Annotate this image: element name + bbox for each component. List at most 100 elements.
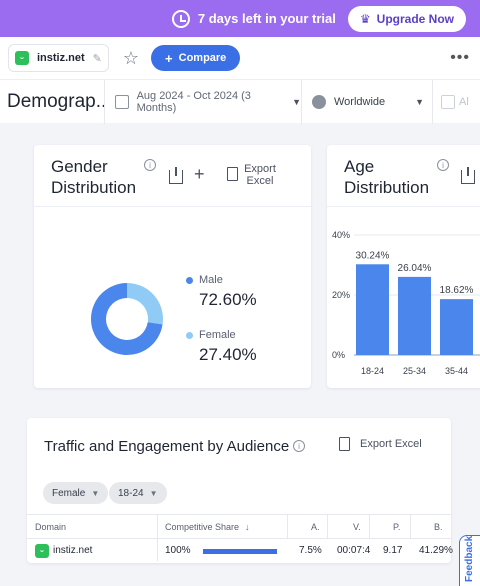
feedback-label: Feedback [464, 535, 475, 582]
site-chip[interactable]: ᵕ instiz.net ✎ [8, 44, 109, 72]
caret-down-icon: ▼ [149, 488, 158, 498]
y-tick-label: 40% [332, 230, 350, 240]
export-label-line2: Excel [246, 175, 274, 187]
female-slice [127, 283, 163, 325]
row-share: 100% [165, 545, 191, 556]
divider [104, 79, 105, 124]
share-bar-fill [203, 549, 277, 554]
caret-down-icon: ▼ [91, 488, 100, 498]
bar-value-label: 30.24% [356, 250, 390, 261]
caret-down-icon: ▼ [415, 96, 424, 107]
plus-icon: + [165, 50, 173, 66]
feedback-tab[interactable]: Feedback [459, 535, 480, 586]
traffic-engagement-card: Traffic and Engagement by Audience i Exp… [27, 418, 453, 563]
export-label-line1: Export [244, 163, 276, 175]
divider [432, 79, 433, 124]
caret-down-icon: ▼ [292, 96, 301, 107]
male-slice [91, 283, 163, 355]
column-divider [287, 514, 288, 539]
row-col-v: 00:07:4 [337, 545, 371, 556]
geo-filter[interactable]: Worldwide ▼ [302, 94, 432, 109]
male-value: 72.60% [199, 290, 257, 309]
trial-message: 7 days left in your trial [197, 11, 336, 26]
export-excel-button[interactable]: Export Excel [242, 163, 278, 187]
column-header-domain[interactable]: Domain [35, 521, 67, 532]
age-bar-25-34[interactable] [398, 276, 431, 355]
sort-arrow-icon: ↓ [245, 521, 250, 532]
column-header-p[interactable]: P. [393, 521, 401, 532]
download-icon[interactable] [169, 167, 183, 184]
table-header-row [27, 514, 451, 539]
row-col-p: 9.17 [383, 545, 403, 556]
upgrade-now-button[interactable]: ♛ Upgrade Now [347, 5, 466, 32]
age-filter-chip[interactable]: 18-24 ▼ [109, 482, 167, 504]
site-name: instiz.net [37, 52, 85, 64]
excel-icon[interactable] [227, 167, 238, 181]
row-col-a: 7.5% [299, 545, 322, 556]
chip-label: Female [52, 487, 86, 499]
column-header-a[interactable]: A. [311, 521, 320, 532]
calendar-icon [115, 94, 129, 109]
column-header-competitive-share[interactable]: Competitive Share ↓ [165, 514, 250, 539]
page-title: Demograp... [7, 90, 104, 112]
column-divider [369, 514, 370, 539]
site-toolbar: ᵕ instiz.net ✎ ☆ + Compare ••• [0, 37, 480, 79]
age-bar-18-24[interactable] [356, 264, 389, 355]
trial-banner: 7 days left in your trial ♛ Upgrade Now [0, 0, 480, 37]
gender-filter-chip[interactable]: Female ▼ [43, 482, 109, 504]
info-icon[interactable]: i [437, 159, 449, 171]
download-icon[interactable] [461, 167, 475, 184]
divider [301, 79, 302, 124]
apps-icon [441, 94, 455, 109]
more-options-icon[interactable]: ••• [450, 49, 470, 66]
compare-button[interactable]: + Compare [151, 45, 241, 71]
age-bar-chart: 40% 20% 0% 30.24% 18-24 26.04% 25-34 18.62% 35-4… [332, 230, 480, 376]
table-row[interactable]: ᵕ instiz.net 100% 7.5% 00:07:4 9.17 41.2… [27, 539, 453, 563]
export-excel-button[interactable]: Export Excel [360, 438, 422, 450]
column-divider [157, 514, 158, 561]
male-legend-dot [186, 277, 193, 284]
column-header-v[interactable]: V. [353, 521, 361, 532]
row-domain[interactable]: instiz.net [53, 545, 93, 556]
bar-value-label: 26.04% [398, 263, 432, 274]
pencil-icon[interactable]: ✎ [92, 52, 102, 65]
male-label: Male [199, 274, 223, 286]
add-icon[interactable]: + [194, 164, 205, 184]
gender-donut-chart [91, 283, 163, 355]
chip-label: 18-24 [118, 487, 144, 499]
y-tick-label: 0% [332, 350, 345, 360]
age-bar-35-44[interactable] [440, 299, 473, 355]
filter-bar: Demograp... Aug 2024 - Oct 2024 (3 Month… [0, 79, 480, 124]
x-category-label: 35-44 [445, 366, 468, 376]
globe-icon [312, 94, 326, 109]
star-icon[interactable]: ☆ [122, 47, 140, 68]
info-icon[interactable]: i [144, 159, 156, 171]
app-filter[interactable]: Al [433, 94, 469, 109]
geo-value: Worldwide [334, 95, 386, 108]
site-favicon-icon: ᵕ [15, 51, 29, 65]
column-divider [410, 514, 411, 539]
competitive-share-label: Competitive Share [165, 521, 240, 532]
female-legend-dot [186, 332, 193, 339]
column-divider [327, 514, 328, 539]
site-favicon-icon: ᵕ [35, 544, 49, 558]
x-category-label: 25-34 [403, 366, 426, 376]
app-filter-value: Al [459, 95, 469, 108]
excel-icon[interactable] [339, 437, 350, 451]
card-title: Age Distribution [344, 157, 430, 197]
date-range-value: Aug 2024 - Oct 2024 (3 Months) [136, 89, 251, 114]
card-header: Gender Distribution i + Export Excel [34, 145, 311, 207]
info-icon[interactable]: i [293, 440, 305, 452]
crown-icon: ♛ [359, 11, 371, 26]
date-range-filter[interactable]: Aug 2024 - Oct 2024 (3 Months) ▼ [105, 90, 301, 114]
row-col-b: 41.29% [419, 545, 453, 556]
female-value: 27.40% [199, 345, 257, 364]
x-category-label: 18-24 [361, 366, 384, 376]
bar-value-label: 18.62% [440, 285, 474, 296]
share-bar-track [203, 549, 277, 554]
card-title: Gender Distribution [51, 157, 137, 197]
column-header-b[interactable]: B. [434, 521, 443, 532]
y-tick-label: 20% [332, 290, 350, 300]
compare-label: Compare [178, 52, 227, 64]
gender-distribution-card: Gender Distribution i + Export Excel Mal… [34, 145, 311, 388]
